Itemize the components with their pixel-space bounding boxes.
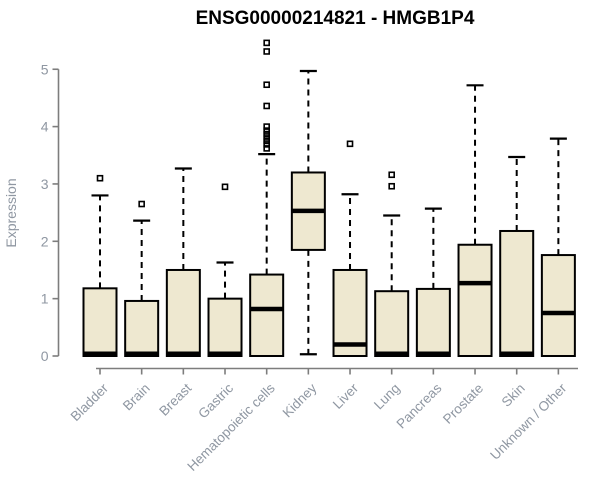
box-gastric	[207, 297, 243, 357]
x-axis-category-label: Liver	[330, 380, 362, 412]
outlier-point-lung	[388, 171, 395, 179]
outlier-point-hematopoietic-cells	[263, 102, 270, 110]
box-brain	[124, 299, 160, 357]
x-axis-category-label: Brain	[120, 381, 153, 414]
outlier-point-hematopoietic-cells	[263, 123, 270, 130]
box-unknown-other	[540, 254, 576, 357]
y-axis-tick-label: 2	[41, 233, 49, 249]
y-axis-tick-label: 3	[41, 176, 49, 192]
outlier-point-hematopoietic-cells	[263, 48, 270, 55]
x-axis-category-label: Unknown / Other	[487, 380, 570, 463]
x-axis-category-label: Breast	[156, 380, 194, 418]
outlier-point-hematopoietic-cells	[263, 39, 270, 47]
x-axis-category-label: Kidney	[280, 380, 320, 420]
outlier-point-hematopoietic-cells	[263, 130, 270, 138]
x-axis-category-label: Skin	[499, 381, 528, 410]
box-lung	[374, 290, 410, 357]
x-axis-category-label: Lung	[371, 381, 403, 413]
outlier-point-hematopoietic-cells	[263, 141, 270, 148]
x-axis-category-label: Pancreas	[394, 380, 445, 431]
y-axis-tick-label: 1	[41, 291, 49, 307]
outlier-point-gastric	[221, 183, 229, 191]
box-liver	[332, 268, 368, 358]
box-breast	[165, 268, 201, 358]
x-axis-category-label: Bladder	[68, 380, 112, 424]
outlier-point-lung	[388, 182, 395, 190]
outlier-point-hematopoietic-cells	[263, 127, 270, 134]
chart-title: ENSG00000214821 - HMGB1P4	[196, 8, 475, 29]
y-axis-label: Expression	[3, 178, 19, 247]
outlier-point-hematopoietic-cells	[263, 134, 270, 141]
outlier-point-bladder	[96, 174, 104, 182]
y-axis-tick-label: 5	[41, 61, 49, 77]
outlier-point-hematopoietic-cells	[263, 145, 270, 152]
outlier-point-brain	[138, 200, 145, 208]
box-pancreas	[415, 287, 451, 358]
box-bladder	[82, 287, 118, 357]
y-axis-tick-label: 0	[41, 348, 49, 364]
x-axis-category-label: Gastric	[195, 380, 236, 421]
x-axis-category-label: Prostate	[440, 381, 486, 427]
outlier-point-liver	[346, 140, 354, 148]
outlier-point-hematopoietic-cells	[263, 81, 270, 89]
box-skin	[499, 229, 535, 358]
box-hematopoietic-cells	[249, 273, 285, 357]
outlier-point-hematopoietic-cells	[263, 137, 270, 145]
box-prostate	[457, 243, 493, 357]
y-axis-tick-label: 4	[41, 119, 49, 135]
